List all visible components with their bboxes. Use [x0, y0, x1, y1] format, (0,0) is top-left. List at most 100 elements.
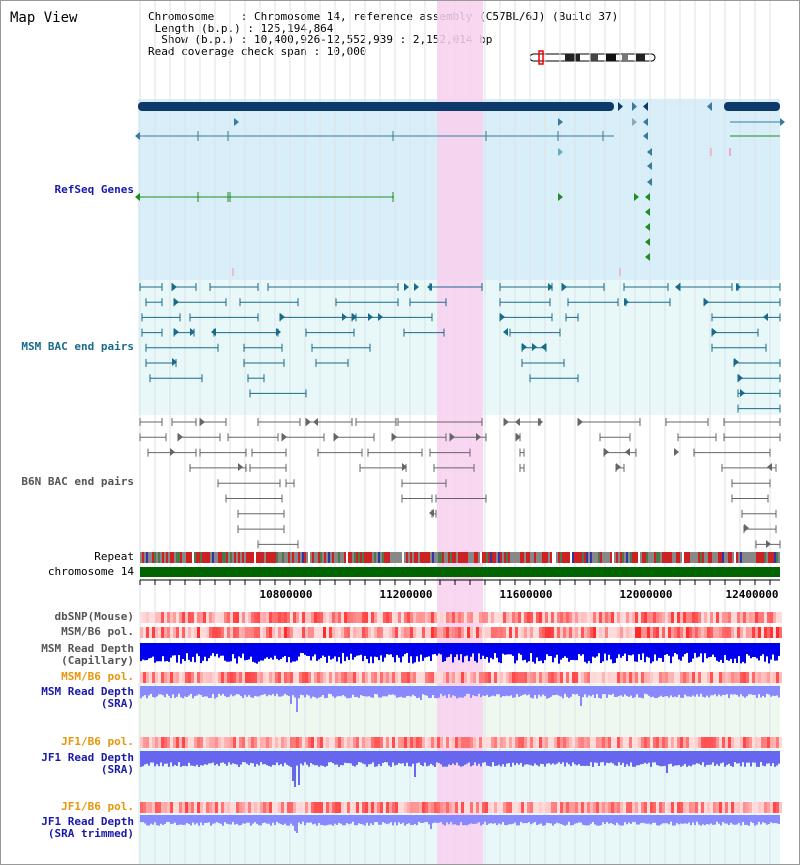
depth-bar	[692, 686, 694, 696]
label-dbsnp[interactable]: dbSNP(Mouse)	[54, 610, 134, 623]
depth-bar	[274, 686, 276, 697]
repeat-block	[176, 552, 178, 563]
depth-bar	[228, 643, 230, 662]
depth-bar	[662, 686, 664, 698]
depth-bar	[756, 643, 758, 659]
label-jf1-depth-sra[interactable]: JF1 Read Depth (SRA)	[0, 752, 134, 776]
heat-cell	[260, 672, 263, 683]
depth-bar	[198, 751, 200, 767]
depth-bar	[548, 686, 550, 699]
label-repeat[interactable]: Repeat	[94, 550, 134, 563]
heat-cell	[746, 627, 749, 638]
label-jf1-b6-pol-1[interactable]: JF1/B6 pol.	[61, 735, 134, 748]
heat-cell	[659, 672, 662, 683]
heat-cell	[449, 627, 452, 638]
depth-bar	[288, 643, 290, 657]
depth-bar	[718, 815, 720, 824]
heat-cell	[359, 802, 362, 813]
repeat-block	[396, 552, 398, 563]
depth-bar	[454, 815, 456, 825]
depth-bar	[570, 686, 572, 697]
heat-cell	[290, 737, 293, 748]
depth-bar	[426, 751, 428, 767]
depth-tracks[interactable]	[140, 643, 780, 833]
heat-cell	[611, 612, 614, 623]
depth-bar	[324, 751, 326, 767]
heat-cell	[548, 672, 551, 683]
depth-bar	[660, 643, 662, 659]
depth-bar	[572, 643, 574, 660]
heat-cell	[245, 672, 248, 683]
depth-bar	[626, 751, 628, 765]
label-jf1-depth-trim[interactable]: JF1 Read Depth (SRA trimmed)	[0, 816, 134, 840]
refseq-genes[interactable]	[135, 102, 785, 276]
label-msm-depth-cap[interactable]: MSM Read Depth (Capillary)	[0, 643, 134, 667]
repeat-block	[706, 552, 708, 563]
heat-cell	[461, 802, 464, 813]
depth-bar	[164, 815, 166, 824]
heat-cell	[530, 627, 533, 638]
chromosome-bar[interactable]	[140, 567, 780, 577]
label-msm-b6-pol-2[interactable]: MSM/B6 pol.	[61, 670, 134, 683]
repeat-block	[204, 552, 206, 563]
heat-cell	[332, 627, 335, 638]
heat-cell	[572, 737, 575, 748]
label-msm-b6-pol-1[interactable]: MSM/B6 pol.	[61, 625, 134, 638]
repeat-block	[450, 552, 452, 563]
depth-bar	[442, 686, 444, 697]
heat-cell	[758, 672, 761, 683]
label-msm-bac[interactable]: MSM BAC end pairs	[21, 340, 134, 353]
depth-bar	[608, 643, 610, 655]
heat-cell	[407, 672, 410, 683]
depth-bar	[652, 815, 654, 823]
heat-cell	[308, 627, 311, 638]
depth-bar	[616, 751, 618, 766]
depth-bar	[494, 815, 496, 824]
heat-cell	[704, 672, 707, 683]
heat-cell	[683, 802, 686, 813]
depth-bar	[386, 643, 388, 655]
repeat-block	[256, 552, 258, 563]
label-refseq-genes[interactable]: RefSeq Genes	[54, 183, 134, 196]
heat-cell	[509, 737, 512, 748]
axis-tick-label: 11200000	[379, 588, 433, 601]
heat-tracks[interactable]	[140, 612, 782, 813]
depth-bar	[752, 751, 754, 763]
heat-cell	[419, 737, 422, 748]
depth-bar	[698, 686, 700, 697]
repeat-track[interactable]	[140, 552, 780, 563]
depth-bar	[376, 643, 378, 658]
heat-cell	[659, 612, 662, 623]
label-b6n-bac[interactable]: B6N BAC end pairs	[21, 475, 134, 488]
depth-bar	[152, 643, 154, 657]
gene-bar[interactable]	[138, 102, 614, 111]
depth-bar	[488, 643, 490, 663]
depth-bar	[324, 686, 326, 699]
depth-bar	[520, 686, 522, 696]
repeat-block	[632, 552, 634, 563]
msm-bac-pairs[interactable]	[139, 283, 781, 413]
depth-bar	[540, 686, 542, 697]
b6n-bac-pairs[interactable]	[139, 418, 781, 549]
repeat-block	[248, 552, 250, 563]
depth-bar	[692, 815, 694, 823]
depth-bar	[434, 686, 436, 699]
depth-bar	[296, 751, 298, 766]
depth-bar	[224, 643, 226, 661]
heat-cell	[194, 802, 197, 813]
gene-bar[interactable]	[724, 102, 780, 111]
heat-cell	[383, 627, 386, 638]
label-msm-depth-sra[interactable]: MSM Read Depth (SRA)	[0, 686, 134, 710]
label-jf1-b6-pol-2[interactable]: JF1/B6 pol.	[61, 800, 134, 813]
depth-bar	[234, 751, 236, 764]
bac-arrow	[712, 328, 717, 336]
highlight-region[interactable]	[437, 0, 483, 865]
heat-cell	[407, 612, 410, 623]
heat-cell	[161, 672, 164, 683]
depth-bar	[488, 751, 490, 766]
heat-cell	[455, 672, 458, 683]
heat-cell	[629, 737, 632, 748]
repeat-block	[208, 552, 210, 563]
chromosome-ideogram[interactable]	[529, 50, 656, 65]
